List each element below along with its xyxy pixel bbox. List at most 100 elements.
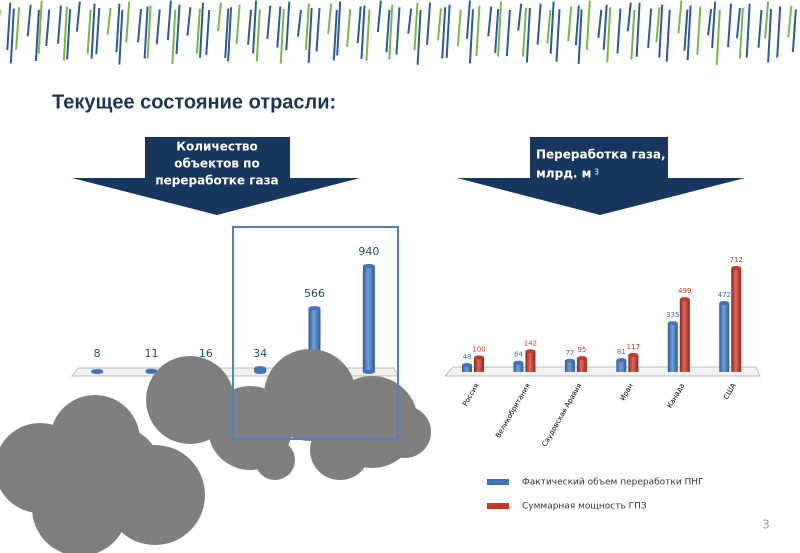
stripe: [146, 5, 152, 59]
bar: [679, 299, 690, 372]
data-label: 335: [666, 311, 679, 319]
bar: [616, 360, 627, 372]
stripe: [764, 1, 770, 39]
stripe: [137, 8, 143, 43]
stripe: [227, 7, 233, 62]
stripe: [356, 6, 362, 44]
callout-superscript: 3: [594, 168, 599, 177]
bar: [731, 268, 742, 372]
stripe: [517, 3, 523, 31]
bar-cap: [564, 358, 575, 363]
stripe: [360, 5, 366, 60]
stripe: [86, 9, 92, 54]
stripe: [90, 3, 96, 59]
legend-label: Суммарная мощность ГПЗ: [522, 502, 647, 512]
stripe: [296, 9, 302, 37]
data-label: 472: [718, 291, 731, 299]
stripe: [395, 7, 401, 55]
bar-base: [145, 370, 158, 374]
stripe: [727, 3, 733, 48]
stripe: [376, 0, 382, 33]
stripe: [9, 8, 15, 64]
stripe: [616, 8, 622, 54]
stripe: [26, 4, 32, 37]
stripe: [205, 9, 211, 55]
x-tick-label: Канада: [666, 382, 687, 410]
bar-cap: [308, 306, 321, 311]
stripe: [658, 4, 664, 58]
stripe: [441, 7, 447, 59]
stripe: [465, 0, 471, 39]
stripe: [602, 4, 608, 50]
stripe: [546, 9, 552, 44]
stripe: [745, 3, 751, 58]
stripe: [199, 2, 205, 58]
data-label: 11: [145, 347, 159, 360]
stripe: [224, 8, 230, 59]
stripe: [505, 9, 511, 57]
stripe: [696, 6, 702, 55]
stripe: [487, 6, 493, 37]
bar: [362, 266, 375, 372]
bar-base: [91, 370, 104, 374]
stripe: [707, 8, 713, 36]
data-label: 77: [565, 349, 574, 357]
stripe: [626, 2, 632, 32]
stripe: [143, 6, 149, 59]
stripe: [247, 9, 253, 45]
stripe: [606, 7, 612, 63]
stripe: [655, 7, 661, 43]
stripe: [757, 9, 763, 48]
stripe: [555, 9, 561, 62]
redaction: [0, 349, 431, 553]
stripe: [346, 9, 352, 48]
stripe: [34, 9, 40, 62]
data-label: 34: [253, 347, 267, 360]
stripe: [175, 4, 181, 55]
data-label: 940: [358, 245, 379, 258]
stripe: [166, 0, 172, 41]
bar-cap: [576, 356, 587, 361]
x-tick-label: Великобритания: [494, 382, 532, 439]
stripe: [711, 1, 717, 49]
stripe: [715, 9, 721, 65]
stripe: [475, 5, 481, 56]
bar-cap: [731, 266, 742, 270]
stripe: [456, 9, 462, 47]
legend-label: Фактический объем переработки ПНГ: [522, 478, 704, 488]
stripe: [630, 9, 636, 60]
stripe: [279, 9, 285, 64]
stripe: [767, 9, 773, 63]
stripe: [125, 1, 131, 43]
bar-cap: [513, 360, 524, 365]
bar: [628, 354, 639, 372]
stripe: [252, 0, 258, 54]
data-label: 142: [524, 339, 537, 347]
stripe: [683, 9, 689, 51]
stripe: [436, 8, 442, 41]
stripe: [307, 7, 313, 63]
stripe: [686, 5, 692, 61]
stripe: [255, 9, 261, 62]
data-label: 712: [730, 256, 743, 264]
stripe: [665, 9, 671, 62]
floor: [443, 366, 761, 377]
data-label: 117: [627, 343, 640, 351]
stripe: [336, 1, 342, 56]
bar-cap: [616, 358, 627, 363]
stripe: [66, 9, 72, 60]
callout-arrow: [72, 137, 360, 215]
stripe: [574, 5, 580, 46]
bar-cap: [719, 301, 730, 306]
data-label: 95: [577, 346, 586, 354]
bar: [667, 323, 678, 372]
stripe: [776, 6, 782, 58]
bar-cap: [525, 349, 536, 354]
callout-text: Количество: [176, 140, 258, 154]
callout-text: млрд. м: [536, 167, 591, 181]
bar: [462, 364, 472, 372]
stripe: [635, 2, 641, 57]
x-tick-label: Россия: [461, 382, 480, 408]
data-label: 64: [514, 351, 523, 359]
